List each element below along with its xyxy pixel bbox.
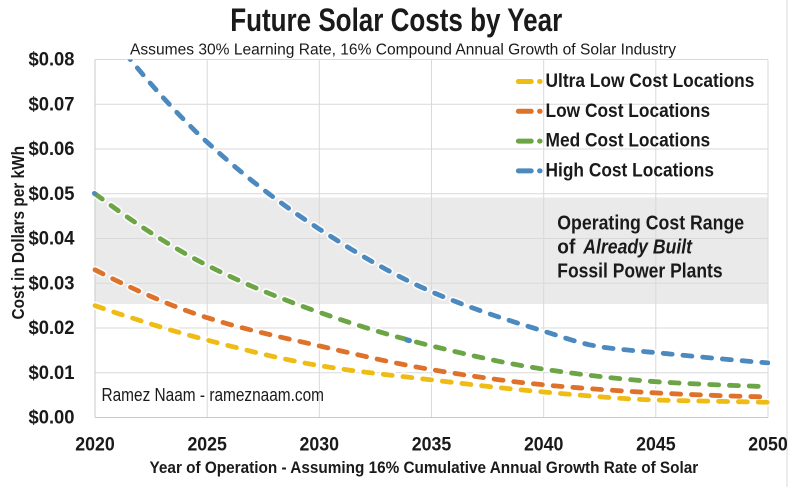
svg-text:2035: 2035 (412, 435, 452, 456)
svg-text:$0.03: $0.03 (29, 272, 75, 294)
svg-text:Future Solar Costs by Year: Future Solar Costs by Year (230, 2, 562, 38)
svg-text:Fossil Power Plants: Fossil Power Plants (557, 261, 722, 283)
svg-text:$0.06: $0.06 (29, 138, 75, 160)
svg-text:$0.08: $0.08 (29, 49, 75, 71)
svg-text:High Cost Locations: High Cost Locations (546, 159, 715, 181)
svg-text:Ramez Naam - rameznaam.com: Ramez Naam - rameznaam.com (102, 385, 325, 405)
svg-text:of: of (557, 237, 575, 259)
svg-text:2030: 2030 (300, 435, 340, 456)
svg-text:Ultra Low Cost Locations: Ultra Low Cost Locations (546, 70, 755, 92)
svg-text:2025: 2025 (187, 435, 227, 456)
svg-text:Year of Operation - Assuming 1: Year of Operation - Assuming 16% Cumulat… (150, 458, 699, 477)
svg-text:$0.04: $0.04 (29, 228, 75, 250)
svg-text:Operating Cost Range: Operating Cost Range (557, 213, 744, 235)
svg-text:Assumes 30% Learning Rate, 16%: Assumes 30% Learning Rate, 16% Compound … (130, 42, 676, 59)
svg-text:$0.05: $0.05 (29, 183, 75, 205)
svg-text:2040: 2040 (524, 435, 564, 456)
svg-text:Low Cost Locations: Low Cost Locations (546, 100, 711, 122)
svg-text:2020: 2020 (75, 435, 115, 456)
svg-text:Cost in Dollars per kWh: Cost in Dollars per kWh (8, 146, 28, 320)
svg-text:$0.00: $0.00 (29, 407, 75, 429)
svg-text:2050: 2050 (748, 435, 788, 456)
svg-text:Already Built: Already Built (582, 237, 693, 259)
svg-text:$0.07: $0.07 (29, 93, 75, 115)
svg-text:2045: 2045 (636, 435, 676, 456)
svg-text:$0.01: $0.01 (29, 362, 75, 384)
svg-text:$0.02: $0.02 (29, 317, 75, 339)
svg-text:Med Cost Locations: Med Cost Locations (546, 130, 711, 152)
